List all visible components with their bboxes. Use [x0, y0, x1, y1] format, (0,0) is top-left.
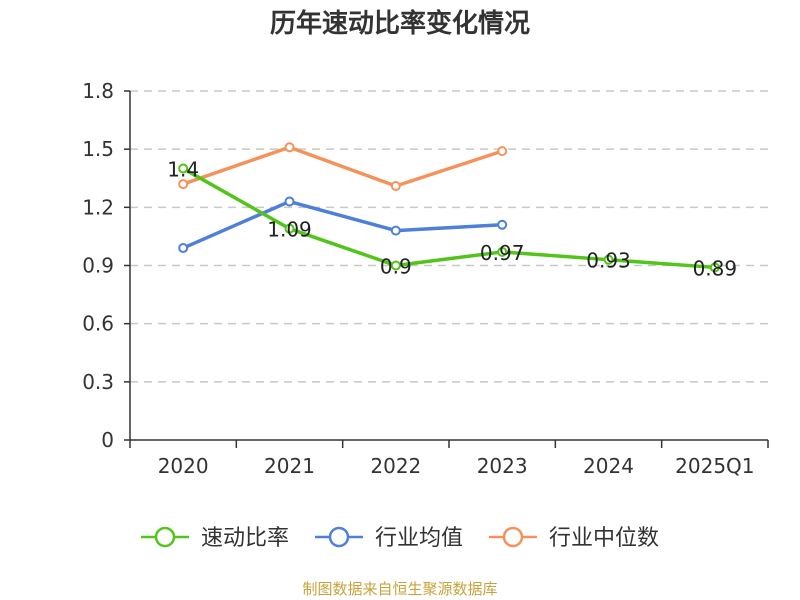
grid [130, 90, 768, 383]
y-tick-label-0: 0 [101, 428, 114, 452]
series-1-point-2021[interactable] [284, 196, 295, 207]
x-tick-label-2025q1: 2025Q1 [675, 454, 754, 478]
series-0-point-2024[interactable] [603, 254, 614, 265]
y-tick-label-0-6: 0.6 [82, 312, 114, 336]
y-tick-label-1-5: 1.5 [82, 137, 114, 161]
x-tick-label-2024: 2024 [583, 454, 634, 478]
series-1-point-2023[interactable] [497, 219, 508, 230]
legend-label-1: 行业均值 [375, 526, 463, 551]
x-tick-label-2023: 2023 [477, 454, 528, 478]
chart-title: 历年速动比率变化情况 [270, 8, 530, 39]
axes: 0 0.3 0.6 0.9 1.2 1.5 1.8 2020 2021 2022 2023 2024 2… [82, 79, 769, 478]
x-tick-label-2021: 2021 [264, 454, 315, 478]
series-2-point-2021[interactable] [284, 142, 295, 153]
legend-label-2: 行业中位数 [549, 526, 659, 551]
series-2-point-2023[interactable] [497, 146, 508, 157]
legend: 速动比率 行业均值 行业中位数 [141, 526, 659, 551]
data-label-2024: 0.93 [586, 249, 631, 273]
series-2-point-2020[interactable] [178, 179, 189, 190]
source-note: 制图数据来自恒生聚源数据库 [302, 580, 497, 598]
y-tick-label-0-9: 0.9 [82, 254, 114, 278]
data-label-2021: 1.09 [267, 218, 312, 242]
series-line-2 [182, 145, 503, 188]
series-2-point-2022[interactable] [390, 181, 401, 192]
x-tick-label-2022: 2022 [370, 454, 421, 478]
series-1-point-2022[interactable] [390, 225, 401, 236]
series-2 [178, 142, 508, 192]
series-1 [178, 196, 508, 254]
series-0-point-2025q1[interactable] [709, 262, 720, 273]
x-tick-label-2020: 2020 [158, 454, 209, 478]
data-label-2020: 1.4 [167, 158, 199, 182]
series-1-point-2020[interactable] [178, 243, 189, 254]
data-label-2025q1: 0.89 [693, 256, 738, 280]
series-0-point-2021[interactable] [284, 223, 295, 234]
series-line-0 [182, 167, 715, 270]
data-label-2023: 0.97 [480, 241, 525, 265]
legend-item-0[interactable]: 速动比率 [141, 526, 289, 551]
legend-item-2[interactable]: 行业中位数 [489, 526, 659, 551]
series-0 [178, 163, 720, 273]
y-tick-label-1-8: 1.8 [82, 79, 114, 103]
y-tick-label-1-2: 1.2 [82, 195, 114, 219]
series [178, 142, 720, 273]
series-0-point-2020[interactable] [178, 163, 189, 174]
series-line-1 [182, 199, 503, 250]
legend-marker-2 [502, 526, 524, 548]
y-tick-label-0-3: 0.3 [82, 370, 114, 394]
legend-marker-0 [154, 526, 176, 548]
data-label-2022: 0.9 [380, 255, 412, 279]
data-labels: 1.4 1.09 0.9 0.97 0.93 0.89 [167, 158, 737, 281]
legend-item-1[interactable]: 行业均值 [315, 526, 463, 551]
series-0-point-2023[interactable] [497, 246, 508, 257]
series-0-point-2022[interactable] [390, 260, 401, 271]
legend-marker-1 [328, 526, 350, 548]
legend-label-0: 速动比率 [201, 526, 289, 551]
